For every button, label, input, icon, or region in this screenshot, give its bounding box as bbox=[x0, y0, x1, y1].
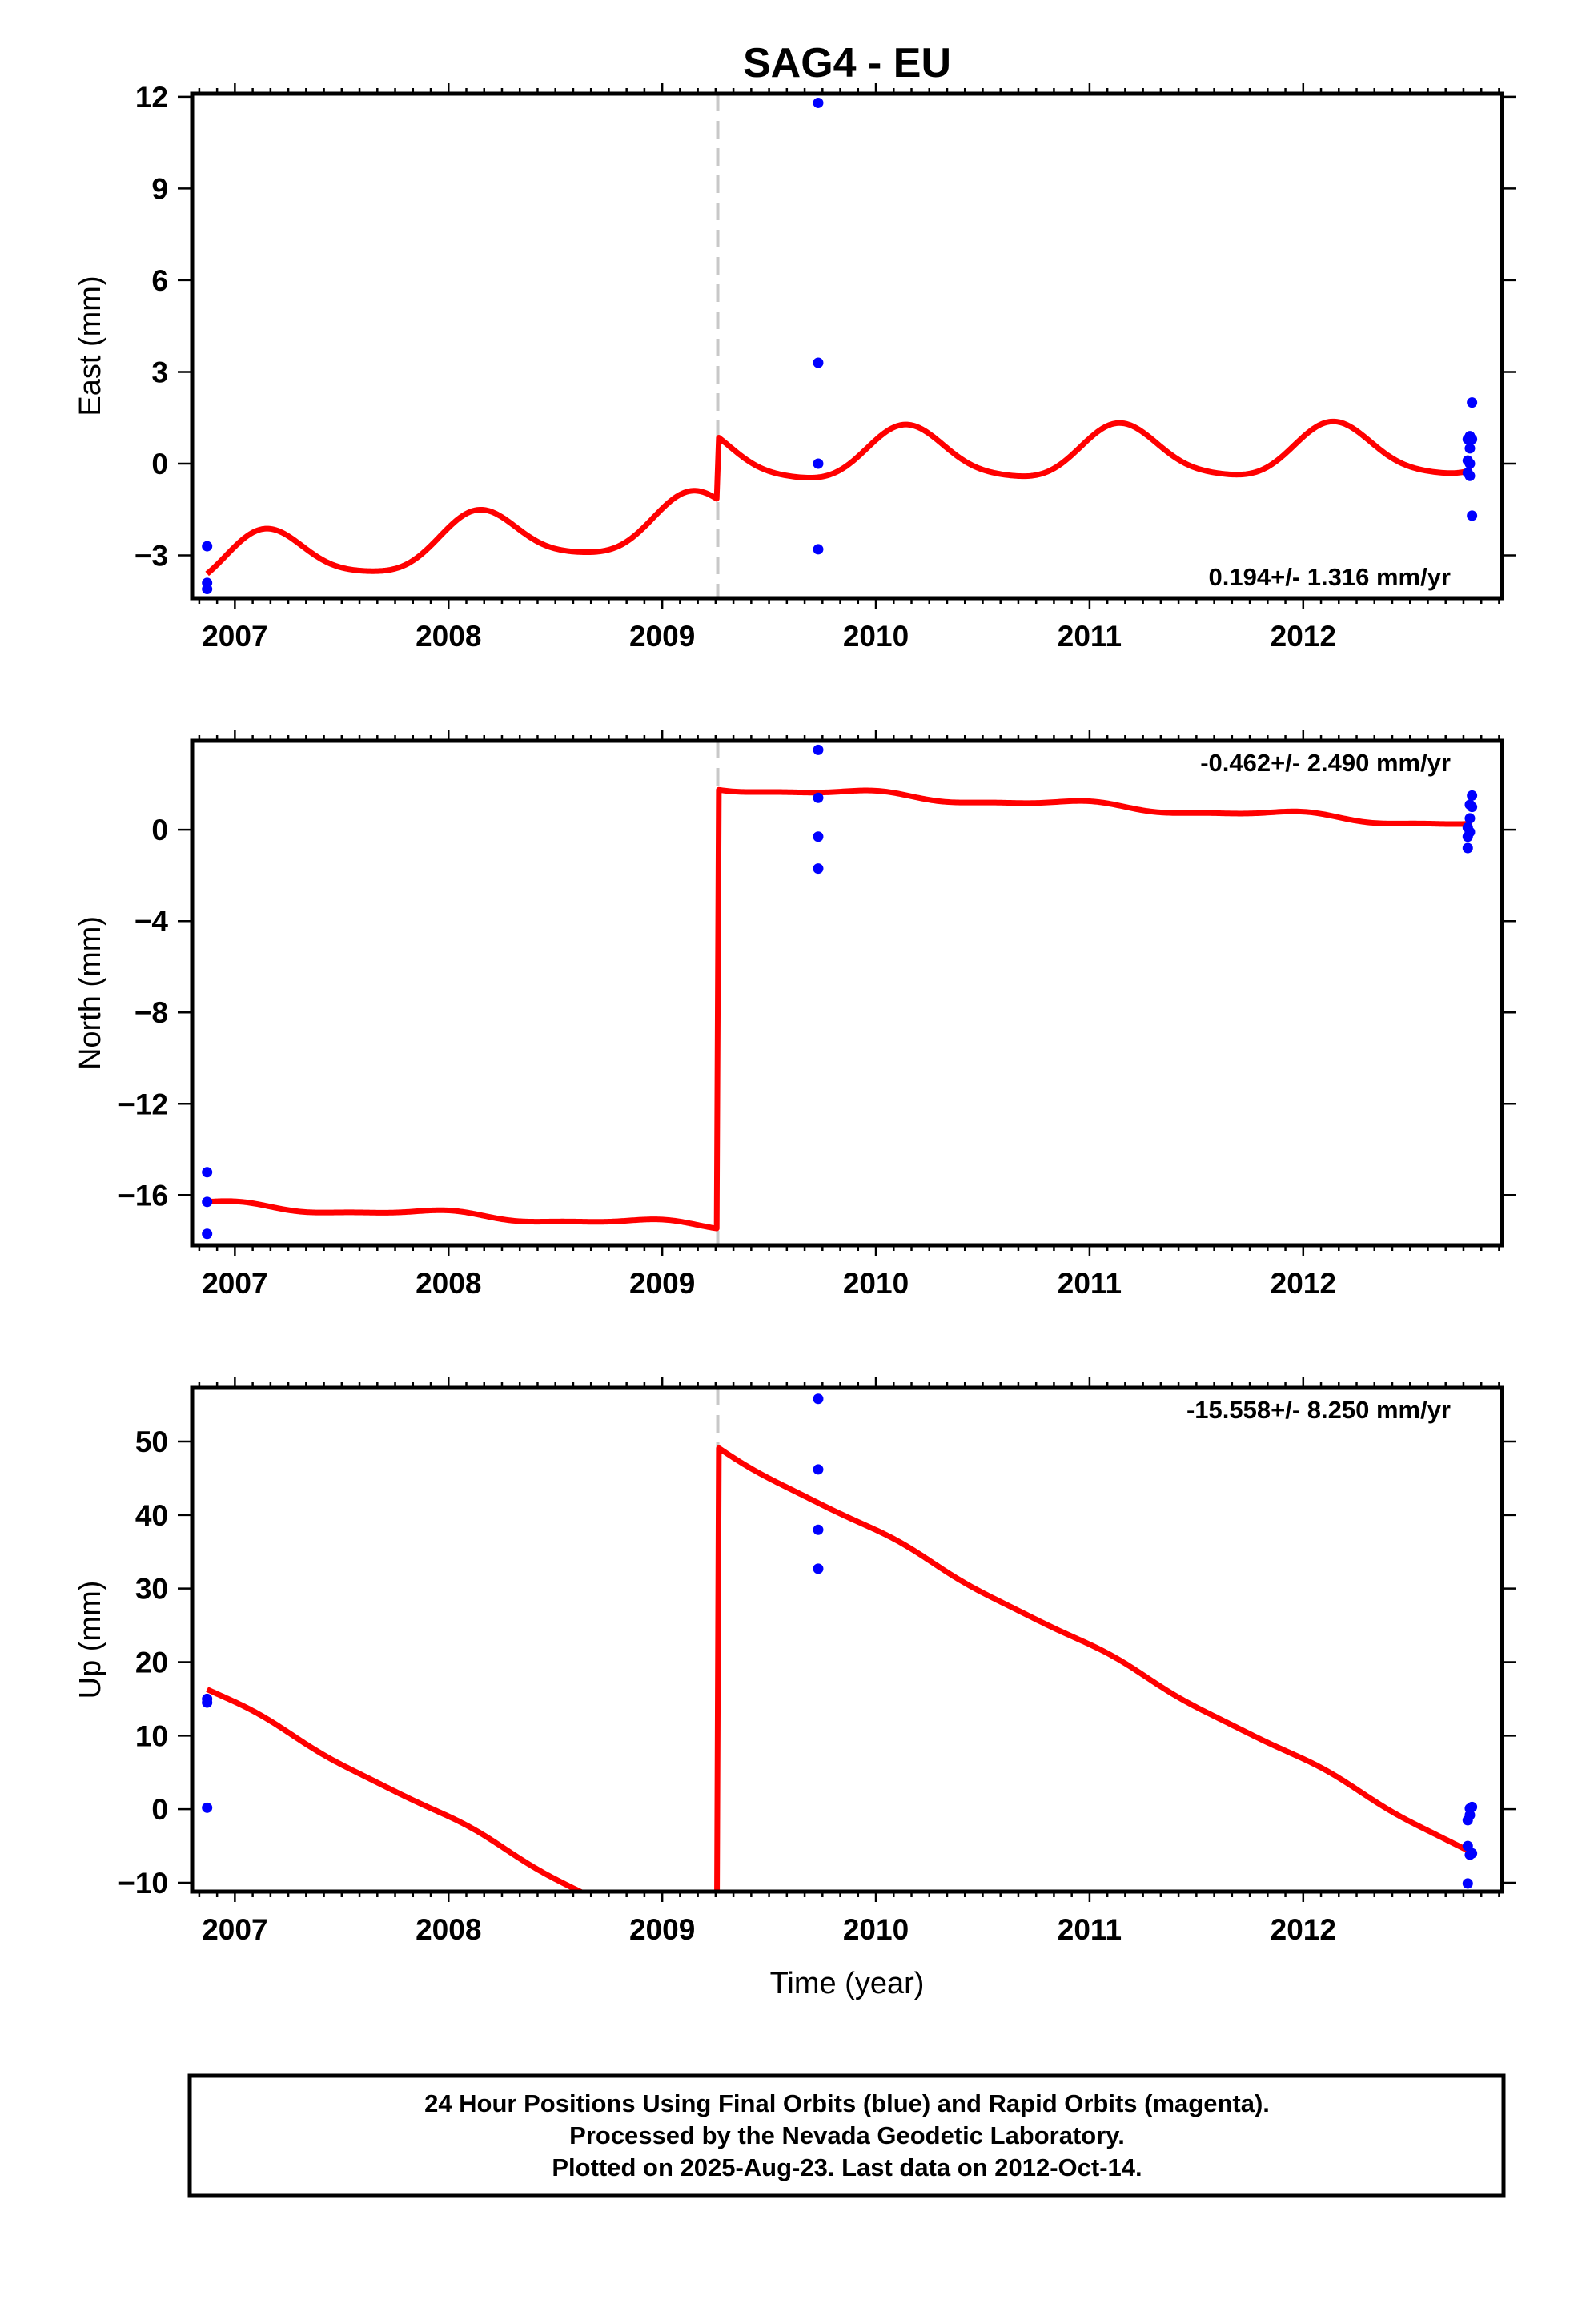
east-data-point bbox=[1467, 433, 1478, 444]
north-x-tick-label: 2010 bbox=[843, 1267, 909, 1300]
up-data-point bbox=[1462, 1878, 1473, 1889]
up-frame bbox=[190, 1385, 1504, 1894]
east-x-tick-label: 2008 bbox=[416, 620, 481, 653]
east-x-tick-label: 2011 bbox=[1058, 620, 1122, 653]
up-data-point bbox=[1467, 1848, 1478, 1859]
x-axis-label: Time (year) bbox=[770, 1967, 925, 2000]
up-y-tick-label: 30 bbox=[135, 1573, 168, 1606]
footer-box: 24 Hour Positions Using Final Orbits (bl… bbox=[187, 2073, 1506, 2198]
up-y-tick-label: 50 bbox=[135, 1425, 168, 1458]
figure-title: SAG4 - EU bbox=[743, 40, 951, 86]
east-x-tick-label: 2007 bbox=[202, 620, 267, 653]
east-data-point bbox=[813, 458, 824, 469]
east-model-curve bbox=[205, 418, 1473, 577]
east-y-tick-label: 0 bbox=[151, 448, 168, 480]
up-y-tick-label: 10 bbox=[135, 1719, 168, 1752]
up-rate-label: -15.558+/- 8.250 mm/yr bbox=[1186, 1396, 1451, 1424]
north-data-point bbox=[1464, 813, 1476, 824]
up-data-point bbox=[1467, 1801, 1478, 1812]
east-data-point bbox=[202, 584, 213, 595]
north-model-curve bbox=[205, 786, 1473, 1232]
east-data-point bbox=[1467, 510, 1478, 521]
north-data-point bbox=[202, 1228, 213, 1240]
north-data-point bbox=[1462, 842, 1473, 854]
north-data-point bbox=[1464, 826, 1476, 838]
up-y-tick-label: 20 bbox=[135, 1647, 168, 1679]
north-x-tick-label: 2012 bbox=[1271, 1267, 1336, 1300]
footer-frame bbox=[187, 2073, 1506, 2198]
east-data-point bbox=[1467, 397, 1478, 408]
north-x-tick-label: 2011 bbox=[1058, 1267, 1122, 1300]
east-data-point bbox=[1464, 470, 1476, 481]
east-x-tick-label: 2009 bbox=[629, 620, 695, 653]
up-data-point bbox=[813, 1524, 824, 1535]
north-x-tick-label: 2007 bbox=[202, 1267, 267, 1300]
up-data-point bbox=[202, 1802, 213, 1813]
up-data-point bbox=[813, 1464, 824, 1475]
footer-line-3: Plotted on 2025-Aug-23. Last data on 201… bbox=[552, 2153, 1142, 2181]
east-data-point bbox=[1464, 443, 1476, 454]
north-y-tick-label: 0 bbox=[151, 814, 168, 846]
up-x-tick-label: 2007 bbox=[202, 1913, 267, 1946]
up-x-tick-label: 2010 bbox=[843, 1913, 909, 1946]
north-data-point bbox=[813, 744, 824, 755]
north-data-point bbox=[813, 792, 824, 803]
east-x-tick-label: 2010 bbox=[843, 620, 909, 653]
up-data-point bbox=[813, 1393, 824, 1405]
north-x-tick-label: 2009 bbox=[629, 1267, 695, 1300]
east-y-tick-label: 12 bbox=[135, 81, 168, 114]
north-frame bbox=[190, 738, 1504, 1248]
east-panel: 2007 2008 2009 2010 2011 2012 −3 0 3 6 9 12 East (mm… bbox=[74, 81, 1516, 653]
east-rate-label: 0.194+/- 1.316 mm/yr bbox=[1209, 563, 1451, 591]
north-data-point bbox=[1467, 790, 1478, 801]
north-y-tick-label: −12 bbox=[118, 1088, 168, 1120]
east-y-axis-label: East (mm) bbox=[74, 275, 107, 416]
east-data-point bbox=[202, 541, 213, 552]
up-y-tick-label: −10 bbox=[118, 1867, 168, 1900]
up-data-point bbox=[813, 1563, 824, 1574]
east-data-point bbox=[813, 97, 824, 108]
footer-line-2: Processed by the Nevada Geodetic Laborat… bbox=[569, 2121, 1125, 2149]
east-data-point bbox=[813, 544, 824, 555]
north-data-point bbox=[202, 1196, 213, 1208]
east-y-tick-label: 3 bbox=[151, 356, 168, 388]
east-frame bbox=[190, 91, 1504, 601]
north-data-point bbox=[202, 1167, 213, 1178]
north-y-tick-label: −4 bbox=[135, 905, 169, 938]
east-x-tick-label: 2012 bbox=[1271, 620, 1336, 653]
east-y-tick-label: −3 bbox=[135, 540, 168, 573]
footer-line-1: 24 Hour Positions Using Final Orbits (bl… bbox=[424, 2089, 1270, 2117]
north-y-tick-label: −16 bbox=[118, 1179, 168, 1212]
north-data-point bbox=[1467, 802, 1478, 813]
north-panel: 2007 2008 2009 2010 2011 2012 −16 −12 −8 −4 0 North… bbox=[74, 730, 1516, 1300]
north-data-point bbox=[813, 863, 824, 875]
up-data-point bbox=[202, 1697, 213, 1708]
north-y-axis-label: North (mm) bbox=[74, 916, 107, 1070]
up-panel: 2007 2008 2009 2010 2011 2012 −10 0 10 20 30 40 50 Up… bbox=[74, 1377, 1516, 1946]
north-rate-label: -0.462+/- 2.490 mm/yr bbox=[1200, 749, 1451, 777]
east-y-tick-label: 6 bbox=[151, 264, 168, 297]
up-model-curve bbox=[205, 1445, 1474, 1892]
up-y-axis-label: Up (mm) bbox=[74, 1581, 107, 1699]
east-data-point bbox=[1464, 458, 1476, 469]
up-x-tick-label: 2012 bbox=[1271, 1913, 1336, 1946]
up-x-tick-label: 2011 bbox=[1058, 1913, 1122, 1946]
up-x-tick-label: 2008 bbox=[416, 1913, 481, 1946]
east-y-tick-label: 9 bbox=[151, 172, 168, 205]
up-x-tick-label: 2009 bbox=[629, 1913, 695, 1946]
up-y-tick-label: 0 bbox=[151, 1793, 168, 1826]
up-y-tick-label: 40 bbox=[135, 1499, 168, 1532]
north-data-point bbox=[813, 831, 824, 842]
north-y-tick-label: −8 bbox=[135, 996, 168, 1029]
north-x-tick-label: 2008 bbox=[416, 1267, 481, 1300]
east-data-point bbox=[813, 357, 824, 368]
